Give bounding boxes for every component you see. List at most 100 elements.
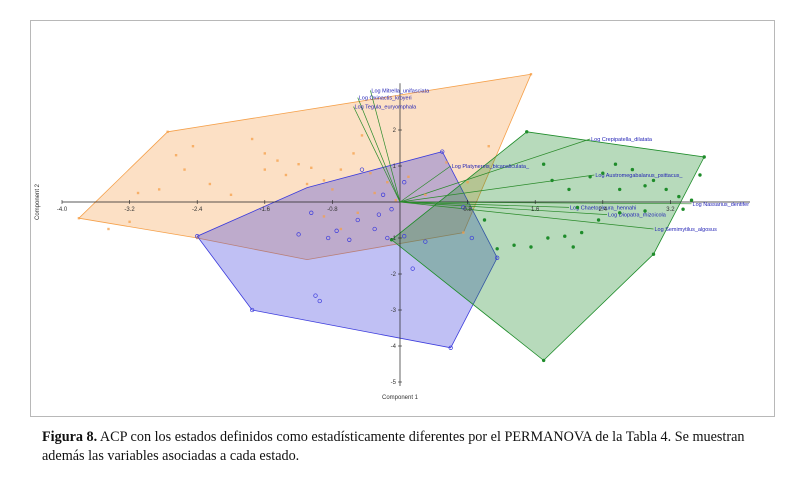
- green-point: [664, 187, 668, 192]
- y-tick-label: 1: [393, 164, 397, 170]
- loading-label: Log Chaetopleura_hennahi: [570, 205, 636, 211]
- blue-point: [317, 298, 322, 304]
- green-point: [630, 167, 635, 172]
- blue-point: [309, 210, 314, 215]
- chart-frame: Log Mitrella_unifasciata Log Oxinactis_kr…: [30, 20, 775, 417]
- green-point: [575, 205, 580, 210]
- green-point: [702, 155, 706, 159]
- green-point: [512, 243, 516, 247]
- green-point: [541, 358, 546, 363]
- figure-caption-label: Figura 8.: [42, 429, 98, 445]
- orange-point: [136, 191, 140, 195]
- x-tick-label: 2.4: [599, 207, 608, 213]
- blue-point: [423, 239, 428, 244]
- blue-point: [469, 235, 474, 241]
- orange-point: [276, 159, 279, 162]
- orange-point: [445, 161, 448, 164]
- green-point: [643, 184, 647, 188]
- blue-point: [359, 167, 365, 172]
- orange-point: [107, 227, 110, 231]
- blue-point: [440, 149, 445, 154]
- loading-label: Log Diopatra_rhizoicola: [608, 213, 667, 219]
- orange-point: [352, 152, 355, 155]
- orange-point: [305, 182, 309, 186]
- orange-point: [322, 215, 326, 218]
- figure-caption: Figura 8. ACP con los estados definidos …: [42, 428, 782, 466]
- orange-point: [166, 130, 169, 133]
- orange-point: [394, 199, 397, 202]
- green-point: [651, 252, 656, 256]
- blue-point: [448, 345, 453, 350]
- blue-point: [410, 266, 415, 271]
- orange-point: [339, 168, 343, 171]
- orange-point: [487, 145, 490, 148]
- orange-point: [369, 172, 372, 175]
- green-point: [525, 130, 529, 134]
- loading-label: Log Oxinactis_kroyeri: [359, 96, 412, 102]
- green-point: [651, 178, 656, 183]
- blue-point: [402, 180, 407, 185]
- y-tick-label: 2: [393, 128, 397, 134]
- orange-point: [191, 145, 195, 148]
- blue-point: [372, 226, 377, 232]
- orange-point: [128, 220, 131, 223]
- loading-vector: [370, 90, 401, 203]
- green-point: [567, 187, 571, 192]
- orange-point: [250, 137, 254, 141]
- orange-point: [424, 193, 427, 196]
- loading-label: Log Platynereis_bicanaliculata_: [452, 164, 530, 170]
- x-tick-label: -3.2: [124, 207, 135, 213]
- green-point: [613, 162, 618, 166]
- x-tick-label: -4.0: [57, 207, 68, 213]
- blue-point: [389, 207, 394, 212]
- orange-point: [462, 231, 465, 234]
- x-tick-label: 1.6: [531, 207, 540, 213]
- green-point: [529, 245, 533, 249]
- green-point: [681, 207, 685, 211]
- green-point: [563, 234, 567, 238]
- green-point: [596, 218, 601, 222]
- loading-label: Log Nassarius_dentifer: [693, 202, 750, 208]
- orange-point: [331, 188, 334, 191]
- x-tick-label: -1.6: [260, 207, 271, 213]
- loading-vector: [399, 201, 570, 208]
- x-tick-label: 0.8: [463, 207, 472, 213]
- orange-point: [407, 175, 410, 178]
- loading-label: Log Semimytilus_algosus: [655, 227, 718, 233]
- orange-point: [373, 191, 376, 195]
- green-point: [550, 178, 554, 183]
- y-tick-label: -4: [391, 344, 397, 350]
- green-point: [546, 236, 550, 240]
- blue-point: [380, 192, 386, 197]
- green-point: [618, 187, 622, 192]
- loading-vector: [399, 201, 654, 230]
- y-tick-label: -2: [391, 272, 397, 278]
- blue-point: [355, 217, 360, 223]
- green-point: [495, 247, 499, 251]
- green-point: [601, 171, 605, 175]
- figure-caption-text: ACP con los estados definidos como estad…: [42, 429, 745, 464]
- loading-label: Log Austromegabalanus_psittacus_: [595, 173, 683, 179]
- orange-point: [174, 154, 178, 157]
- blue-point: [195, 234, 200, 239]
- green-point: [588, 175, 592, 179]
- y-axis-title: Component 2: [35, 183, 41, 220]
- blue-point: [376, 212, 382, 217]
- orange-point: [322, 179, 326, 182]
- blue-point: [495, 255, 500, 260]
- loading-vector: [399, 174, 595, 203]
- green-point: [389, 238, 394, 242]
- green-point: [677, 194, 681, 199]
- blue-point: [385, 235, 390, 241]
- loading-vector: [399, 138, 591, 203]
- blue-point: [347, 237, 352, 242]
- orange-point: [529, 73, 533, 76]
- orange-point: [208, 182, 212, 186]
- loading-vector: [399, 201, 692, 205]
- y-tick-label: -5: [391, 380, 397, 386]
- blue-point: [461, 205, 466, 210]
- green-point: [618, 211, 622, 215]
- orange-point: [466, 181, 469, 184]
- green-point: [698, 173, 702, 177]
- green-point: [689, 198, 694, 202]
